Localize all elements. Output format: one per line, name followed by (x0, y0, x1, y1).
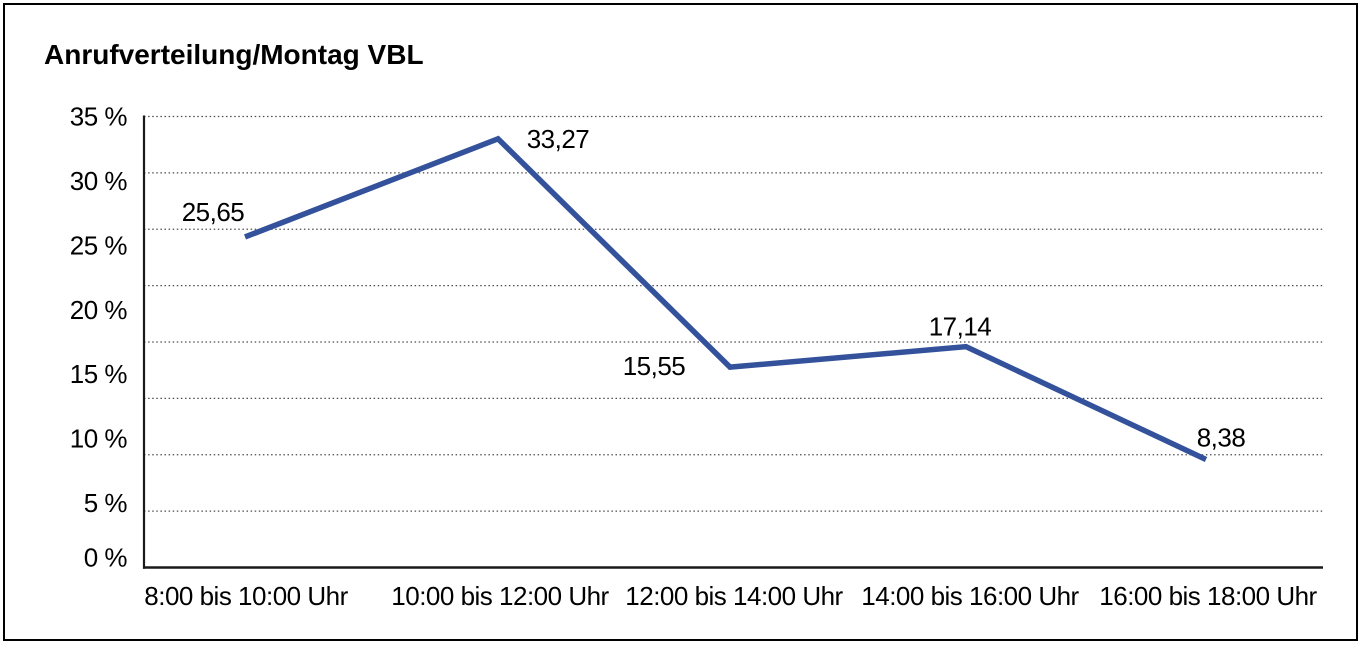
value-label: 15,55 (623, 351, 686, 381)
y-axis-label: 10 % (70, 424, 128, 454)
y-axis-label: 15 % (70, 359, 128, 389)
value-label: 8,38 (1197, 423, 1246, 453)
y-axis-label: 5 % (84, 488, 128, 518)
value-label: 33,27 (527, 124, 590, 154)
y-axis-label: 0 % (84, 543, 128, 573)
value-label: 25,65 (182, 197, 245, 227)
y-axis-label: 35 % (70, 102, 128, 132)
y-axis-label: 25 % (70, 230, 128, 260)
x-axis-label: 8:00 bis 10:00 Uhr (144, 581, 348, 611)
value-label: 17,14 (929, 312, 992, 342)
y-axis-label: 20 % (70, 295, 128, 325)
x-axis-label: 10:00 bis 12:00 Uhr (391, 581, 609, 611)
y-axis-label: 30 % (70, 166, 128, 196)
x-axis-label: 16:00 bis 18:00 Uhr (1099, 581, 1317, 611)
x-axis-label: 12:00 bis 14:00 Uhr (625, 581, 843, 611)
chart-title: Anrufverteilung/Montag VBL (44, 39, 424, 70)
data-line (244, 135, 1208, 463)
x-axis-label: 14:00 bis 16:00 Uhr (861, 581, 1079, 611)
